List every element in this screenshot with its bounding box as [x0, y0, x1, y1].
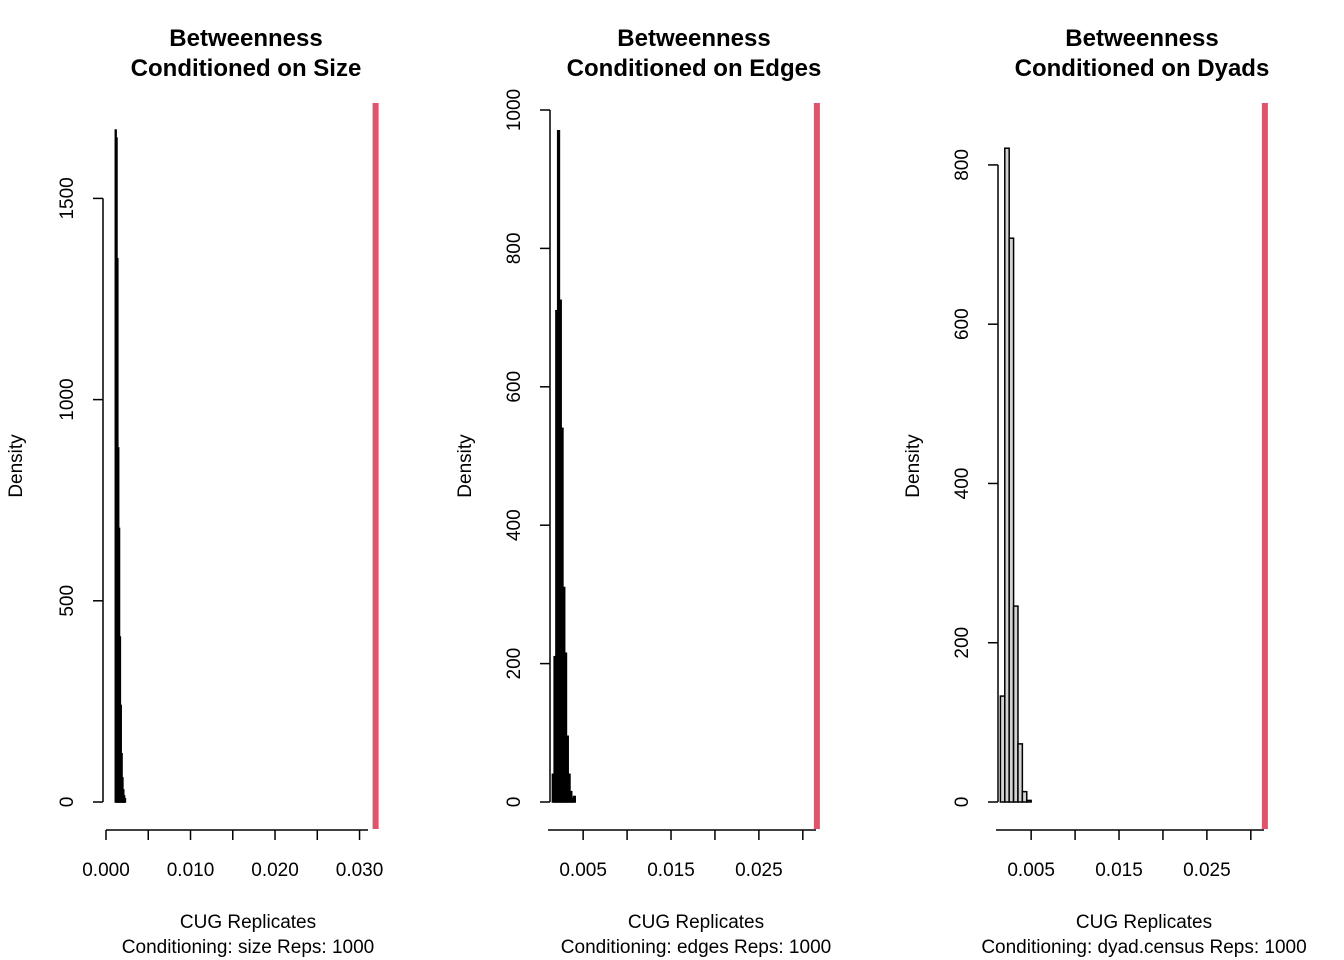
x-tick-label: 0.025	[1183, 860, 1231, 881]
histogram-bar	[567, 773, 571, 803]
panel-subtitle: Conditioned on Edges	[567, 55, 822, 82]
histogram-bar	[1012, 605, 1019, 803]
x-axis-label: CUG Replicates	[180, 912, 316, 933]
x-axis-label-conditioning: Conditioning: size Reps: 1000	[122, 937, 374, 958]
y-tick-label: 200	[952, 627, 973, 659]
y-axis-label: Density	[455, 434, 476, 498]
histogram-bar	[569, 790, 573, 803]
x-tick-label: 0.015	[1095, 860, 1143, 881]
y-tick-label: 400	[952, 468, 973, 500]
x-axis: 0.000 0.010 0.020 0.030	[82, 829, 384, 881]
y-tick-label: 800	[952, 149, 973, 181]
histogram-bar	[123, 798, 127, 803]
panel-title: Betweenness	[1065, 25, 1218, 52]
x-axis-label: CUG Replicates	[628, 912, 764, 933]
y-tick-label: 1000	[504, 89, 525, 131]
y-tick-label: 400	[504, 509, 525, 541]
y-axis: 0 200 400 600 800	[952, 149, 999, 808]
histogram-bars	[999, 147, 1032, 803]
y-axis: 0 500 1000 1500	[57, 177, 104, 808]
x-axis: 0.005 0.015 0.025	[996, 829, 1264, 881]
panel-edges: Betweenness Conditioned on Edges Density…	[455, 25, 831, 958]
y-tick-label: 1000	[57, 378, 78, 420]
histogram-bar	[1026, 799, 1032, 803]
x-tick-label: 0.000	[82, 860, 130, 881]
x-tick-label: 0.005	[559, 860, 607, 881]
x-tick-label: 0.015	[647, 860, 695, 881]
y-tick-label: 600	[952, 308, 973, 340]
histogram-bar	[565, 735, 569, 803]
y-tick-label: 0	[504, 797, 525, 808]
panel-size: Betweenness Conditioned on Size Density …	[6, 25, 383, 958]
histogram-bars	[551, 130, 576, 803]
y-tick-label: 500	[57, 585, 78, 617]
x-tick-label: 0.025	[735, 860, 783, 881]
x-axis: 0.005 0.015 0.025	[548, 829, 816, 881]
panel-title: Betweenness	[617, 25, 770, 52]
histogram-bar	[1008, 237, 1015, 803]
y-axis: 0 200 400 600 800 1000	[504, 89, 551, 808]
y-tick-label: 0	[57, 797, 78, 808]
y-tick-label: 1500	[57, 177, 78, 219]
histogram-bar	[1017, 743, 1024, 803]
x-tick-label: 0.020	[251, 860, 299, 881]
x-axis-label-conditioning: Conditioning: edges Reps: 1000	[561, 937, 831, 958]
y-axis-label: Density	[903, 434, 924, 498]
y-tick-label: 200	[504, 648, 525, 680]
histogram-bars	[114, 129, 127, 803]
y-tick-label: 600	[504, 371, 525, 403]
histogram-bar	[563, 652, 568, 803]
panel-dyads: Betweenness Conditioned on Dyads Density…	[903, 25, 1307, 958]
x-tick-label: 0.030	[336, 860, 384, 881]
x-tick-label: 0.005	[1007, 860, 1055, 881]
x-axis-label: CUG Replicates	[1076, 912, 1212, 933]
x-axis-label-conditioning: Conditioning: dyad.census Reps: 1000	[981, 937, 1306, 958]
panel-title: Betweenness	[169, 25, 322, 52]
panel-subtitle: Conditioned on Size	[131, 55, 362, 82]
y-axis-label: Density	[6, 434, 27, 498]
histogram-bar	[572, 795, 576, 803]
panel-subtitle: Conditioned on Dyads	[1015, 55, 1270, 82]
histogram-bar	[1021, 790, 1028, 803]
x-tick-label: 0.010	[167, 860, 215, 881]
y-tick-label: 800	[504, 233, 525, 265]
y-tick-label: 0	[952, 797, 973, 808]
